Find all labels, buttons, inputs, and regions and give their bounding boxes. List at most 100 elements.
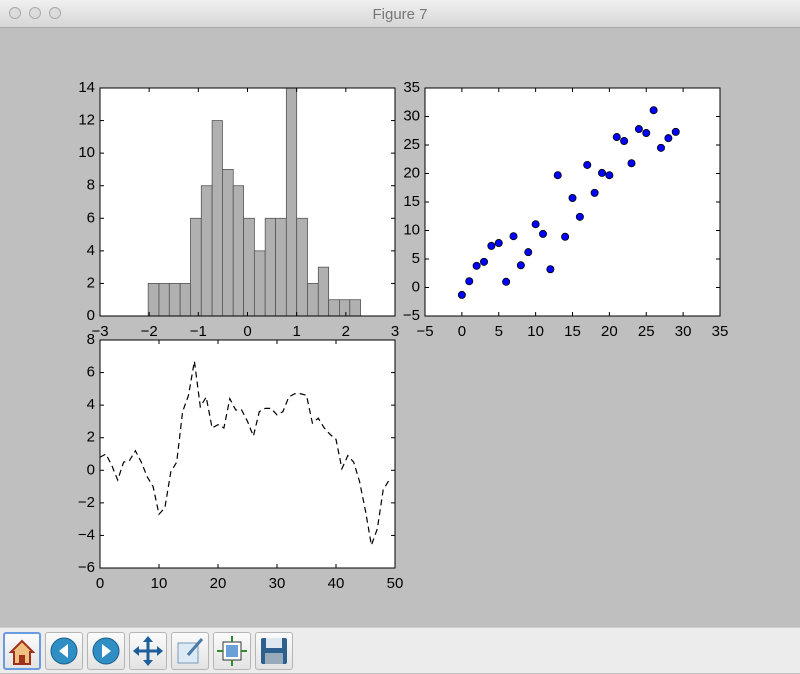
- y-tick-label: 35: [403, 79, 420, 96]
- x-tick-label: −5: [416, 323, 433, 340]
- x-tick-label: 20: [210, 575, 227, 592]
- forward-icon: [92, 637, 120, 665]
- scatter-point: [649, 106, 658, 115]
- histogram-bar: [211, 120, 223, 317]
- y-tick-label: 25: [403, 136, 420, 153]
- scatter-point: [531, 220, 540, 229]
- scatter-point: [612, 133, 621, 142]
- x-tick-label: 20: [601, 323, 618, 340]
- x-tick-label: −1: [190, 323, 207, 340]
- histogram-bar: [243, 217, 255, 317]
- subplots-button[interactable]: [213, 632, 251, 670]
- scatter-point: [575, 212, 584, 221]
- y-tick-label: 20: [403, 164, 420, 181]
- histogram-bar: [179, 283, 191, 317]
- y-tick-label: 4: [87, 242, 95, 259]
- pan-icon: [133, 636, 163, 666]
- y-tick-label: 10: [78, 144, 95, 161]
- histogram-bar: [200, 185, 213, 317]
- histogram-bar: [285, 87, 298, 317]
- histogram-bar: [168, 283, 181, 317]
- save-button[interactable]: [255, 632, 293, 670]
- scatter-point: [457, 290, 466, 299]
- y-tick-label: 5: [412, 250, 420, 267]
- home-button[interactable]: [3, 632, 41, 670]
- y-tick-label: 4: [87, 396, 95, 413]
- scatter-point: [479, 257, 488, 266]
- pan-button[interactable]: [129, 632, 167, 670]
- minimize-button[interactable]: [29, 7, 41, 19]
- scatter-point: [524, 248, 533, 257]
- histogram-bar: [307, 283, 319, 317]
- x-tick-label: 0: [458, 323, 466, 340]
- subplot: −5 0 5 10 15 20 25 30 35 −5 0 5 10 15 20 25 30 35: [403, 79, 728, 340]
- histogram-bar: [275, 217, 287, 317]
- data-marks: [457, 106, 680, 299]
- x-tick-label: −2: [141, 323, 158, 340]
- y-tick-label: 0: [412, 278, 420, 295]
- y-tick-label: 8: [87, 177, 95, 194]
- y-tick-label: 10: [403, 221, 420, 238]
- x-tick-label: 5: [495, 323, 503, 340]
- x-tick-label: −3: [91, 323, 108, 340]
- scatter-point: [642, 129, 651, 138]
- histogram-bar: [158, 283, 170, 317]
- scatter-point: [546, 265, 555, 274]
- y-tick-label: −5: [403, 307, 420, 324]
- y-tick-label: 2: [87, 429, 95, 446]
- back-icon: [50, 637, 78, 665]
- y-tick-label: 6: [87, 209, 95, 226]
- x-tick-label: 1: [292, 323, 300, 340]
- scatter-point: [539, 229, 548, 238]
- histogram-bar: [296, 217, 308, 317]
- window-title: Figure 7: [372, 6, 428, 23]
- x-tick-label: 10: [151, 575, 168, 592]
- scatter-point: [509, 232, 518, 241]
- scatter-point: [657, 143, 666, 152]
- y-tick-label: 2: [87, 274, 95, 291]
- histogram-bar: [222, 169, 234, 317]
- histogram-bar: [317, 266, 330, 317]
- x-tick-label: 30: [675, 323, 692, 340]
- data-marks: [99, 361, 390, 548]
- y-tick-label: −2: [78, 494, 95, 511]
- histogram-bar: [339, 299, 351, 317]
- back-button[interactable]: [45, 632, 83, 670]
- scatter-point: [598, 168, 607, 177]
- x-tick-label: 30: [269, 575, 286, 592]
- scatter-point: [568, 194, 577, 203]
- toolbar: [0, 627, 800, 673]
- x-tick-label: 40: [328, 575, 345, 592]
- zoom-rect-button[interactable]: [171, 632, 209, 670]
- y-tick-label: 12: [78, 112, 95, 129]
- scatter-point: [590, 188, 599, 197]
- y-tick-label: 8: [87, 331, 95, 348]
- zoom-button[interactable]: [49, 7, 61, 19]
- forward-button[interactable]: [87, 632, 125, 670]
- histogram-bar: [264, 217, 276, 317]
- scatter-point: [472, 261, 481, 270]
- x-tick-label: 0: [96, 575, 104, 592]
- scatter-point: [516, 261, 525, 270]
- y-tick-label: 6: [87, 364, 95, 381]
- scatter-point: [664, 134, 673, 143]
- home-icon: [8, 639, 36, 665]
- subplot: 0 10 20 30 40 50 −6 −4 −2 0 2 4 6 8: [78, 331, 403, 592]
- axes-frame: [99, 339, 396, 569]
- histogram-bar: [328, 299, 340, 317]
- histogram-bar: [232, 185, 244, 317]
- histogram-bar: [190, 217, 202, 317]
- scatter-point: [671, 127, 680, 136]
- scatter-point: [553, 171, 562, 180]
- scatter-point: [627, 159, 636, 168]
- close-button[interactable]: [9, 7, 21, 19]
- y-tick-label: −6: [78, 559, 95, 576]
- y-tick-label: 14: [78, 79, 95, 96]
- scatter-point: [620, 137, 629, 146]
- plot-area: [100, 340, 395, 568]
- y-tick-label: 0: [87, 307, 95, 324]
- x-tick-label: 25: [638, 323, 655, 340]
